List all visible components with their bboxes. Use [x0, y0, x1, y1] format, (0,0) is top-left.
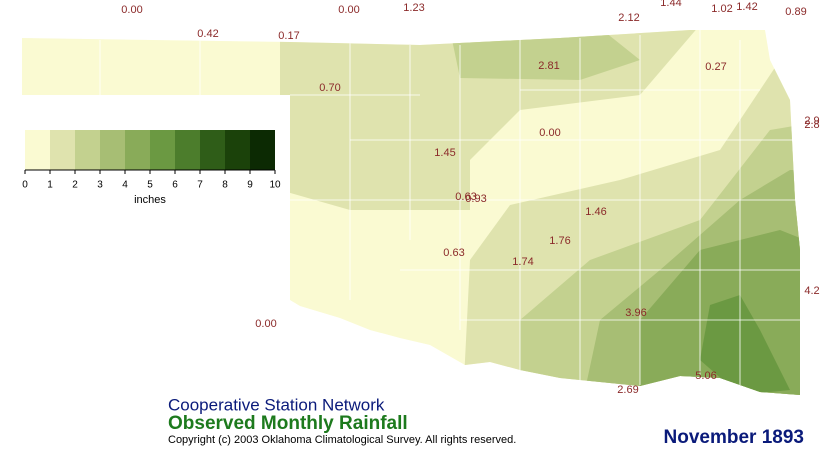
legend-swatch	[75, 130, 100, 170]
station-values: 0.00 0.00 1.23 1.44 1.02 1.42 0.89 2.12 0.42 0.17…	[67, 0, 819, 396]
station-value: 0.27	[705, 61, 726, 73]
legend-tick-label: 2	[72, 180, 78, 191]
station-value: 1.44	[660, 0, 681, 9]
legend-tick-label: 0	[22, 180, 28, 191]
period: November 1893	[664, 427, 804, 448]
station-value: 1.45	[434, 147, 455, 159]
legend-swatch	[100, 130, 125, 170]
county-lines	[99, 30, 800, 390]
station-value: 1.23	[403, 2, 424, 14]
legend-swatch	[25, 130, 50, 170]
legend-tick-label: 9	[247, 180, 253, 191]
legend-swatch	[200, 130, 225, 170]
station-value: 1.02	[711, 3, 732, 15]
station-value: 4.2	[804, 285, 819, 297]
station-value: 2.8	[804, 119, 819, 131]
station-value: 0.00	[121, 4, 142, 16]
legend-tick-label: 5	[147, 180, 153, 191]
station-value: 0.17	[278, 30, 299, 42]
legend-tick-label: 3	[97, 180, 103, 191]
legend: 0 1 2 3 4 5 6 7 8 9 10 inches	[22, 130, 281, 206]
copyright: Copyright (c) 2003 Oklahoma Climatologic…	[168, 434, 516, 446]
station-value: 0.00	[255, 318, 276, 330]
station-value: 0.42	[197, 28, 218, 40]
station-value: 0.70	[319, 82, 340, 94]
legend-swatch	[50, 130, 75, 170]
station-value: 0.93	[465, 193, 486, 205]
station-value: 0.63	[455, 191, 476, 203]
station-value: 0.00	[338, 4, 359, 16]
legend-tick-label: 8	[222, 180, 228, 191]
legend-swatch	[175, 130, 200, 170]
legend-label: inches	[134, 194, 166, 206]
station-value: 5.06	[695, 370, 716, 382]
legend-swatch	[125, 130, 150, 170]
station-value: 3.96	[625, 307, 646, 319]
station-value: 2.81	[538, 60, 559, 72]
station-value: 2.12	[618, 12, 639, 24]
station-value: 2.9	[804, 115, 819, 127]
station-value: 0.63	[443, 247, 464, 259]
station-value: 1.42	[736, 1, 757, 13]
legend-tick-label: 10	[269, 180, 281, 191]
station-value: 2.69	[617, 384, 638, 396]
station-value: 1.76	[549, 235, 570, 247]
network-title: Cooperative Station Network	[168, 395, 385, 414]
legend-tick-label: 6	[172, 180, 178, 191]
legend-swatch	[250, 130, 275, 170]
station-value: 0.00	[539, 127, 560, 139]
legend-swatch	[225, 130, 250, 170]
station-value: 1.46	[585, 206, 606, 218]
station-value: 1.74	[512, 256, 533, 268]
legend-swatch	[150, 130, 175, 170]
map-title: Observed Monthly Rainfall	[168, 413, 408, 434]
legend-tick-label: 7	[197, 180, 203, 191]
legend-tick-label: 1	[47, 180, 53, 191]
legend-tick-label: 4	[122, 180, 128, 191]
station-value: 0.89	[785, 6, 806, 18]
